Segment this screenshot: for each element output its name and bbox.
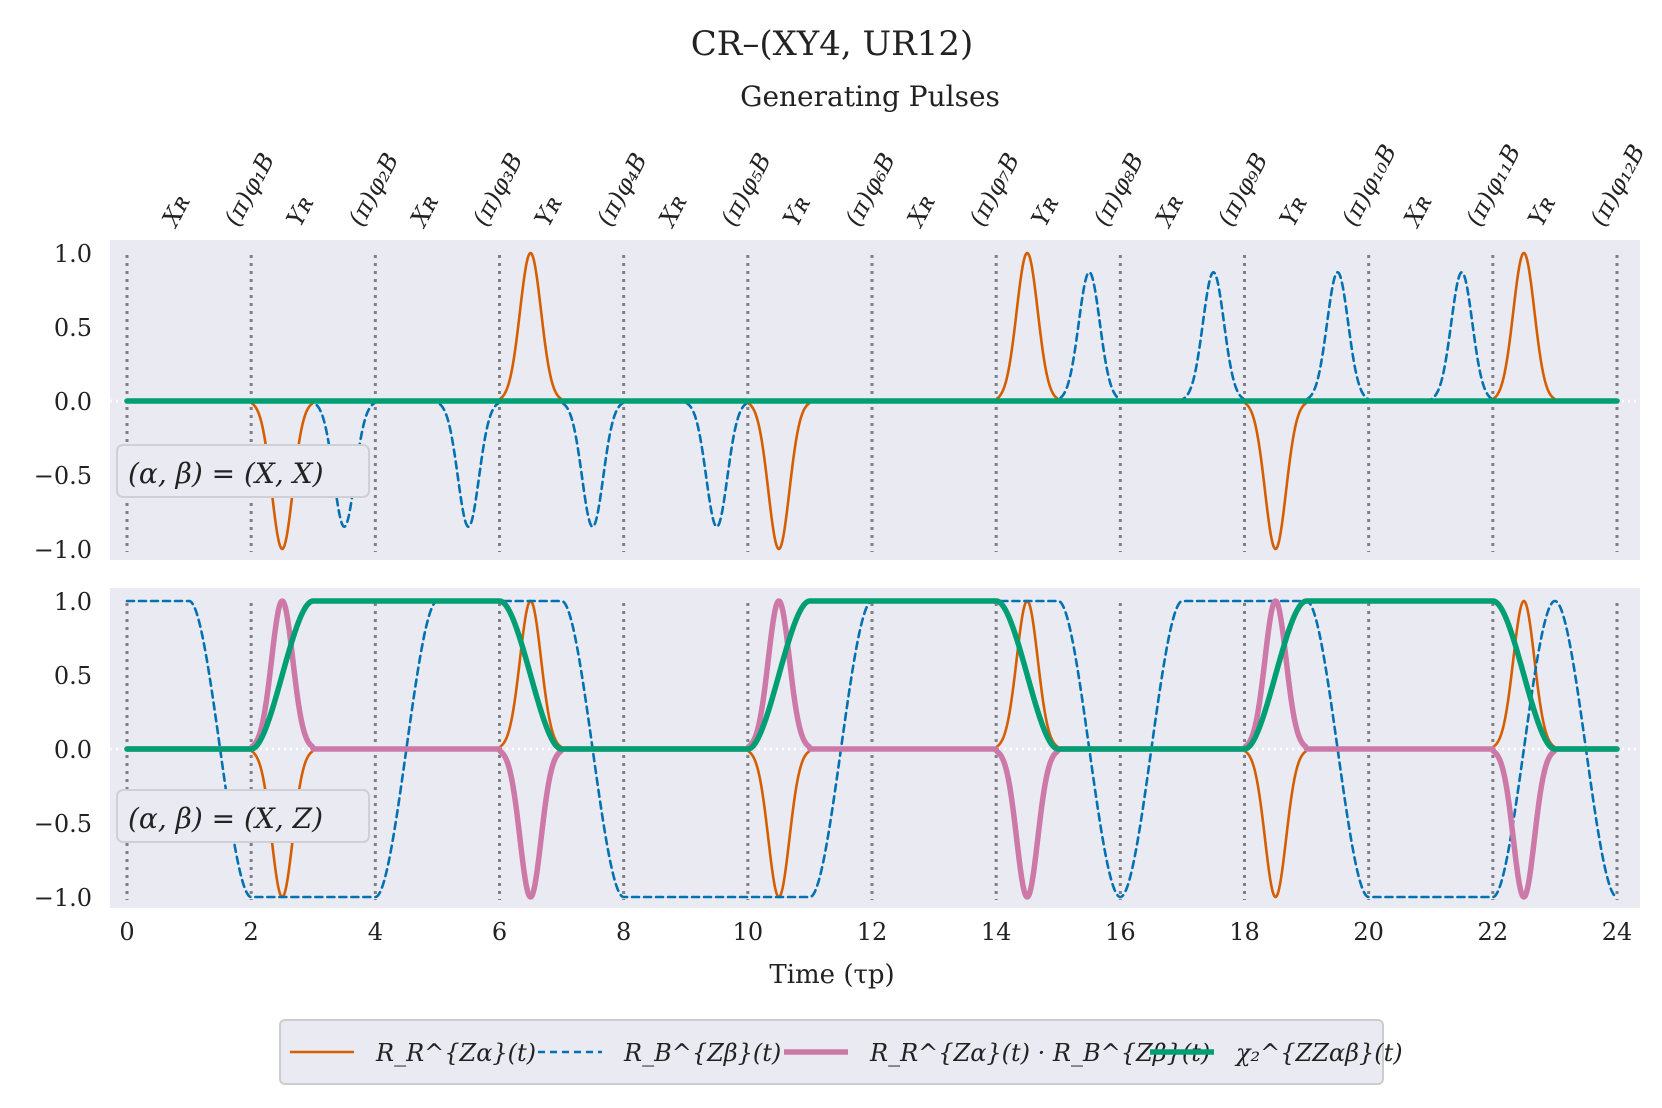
x-tick-label: 2: [244, 918, 259, 946]
legend-entry: R_R^{Zα}(t) · R_B^{Zβ}(t): [784, 1039, 1210, 1067]
panel-1: 1.0 0.5 0.0 −0.5 −1.0 (α, β) = (X, X): [34, 240, 1640, 564]
legend-label: χ₂^{ZZαβ}(t): [1234, 1039, 1403, 1067]
pulse-label: Yʀ: [281, 191, 320, 230]
x-tick-label: 20: [1353, 918, 1384, 946]
pulse-label: (π)φ₁₁B: [1460, 140, 1526, 231]
pulse-label: (π)φ₅B: [715, 148, 777, 231]
chart-subtitle: Generating Pulses: [740, 80, 1000, 113]
x-tick-label: 22: [1478, 918, 1509, 946]
y-tick-label: −0.5: [34, 462, 92, 490]
x-tick-label: 4: [368, 918, 383, 946]
pulse-label: Yʀ: [1274, 191, 1313, 230]
pulse-label: (π)φ₂B: [343, 148, 405, 231]
pulse-label: (π)φ₈B: [1088, 148, 1150, 231]
panel-label: (α, β) = (X, X): [116, 444, 370, 498]
pulse-label: Yʀ: [1522, 191, 1561, 230]
y-tick-label: 0.0: [54, 388, 92, 416]
panel-label-text: (α, β) = (X, Z): [128, 802, 323, 835]
series-line-product: [124, 598, 1620, 900]
x-tick-label: 8: [616, 918, 631, 946]
pulse-label: Xʀ: [156, 190, 196, 232]
pulse-label: Xʀ: [901, 190, 941, 232]
y-tick-label: −0.5: [34, 810, 92, 838]
y-tick-label: −1.0: [34, 884, 92, 912]
x-tick-label: 16: [1105, 918, 1136, 946]
pulse-label: Xʀ: [1397, 190, 1437, 232]
legend-label: R_B^{Zβ}(t): [623, 1039, 781, 1067]
plot-panels: 1.0 0.5 0.0 −0.5 −1.0 (α, β) = (X, X) 1.0 0.5 0.…: [34, 240, 1640, 912]
panel-2: 1.0 0.5 0.0 −0.5 −1.0 (α, β) = (X, Z): [34, 588, 1640, 912]
pulse-labels: Xʀ (π)φ₁B Yʀ (π)φ₂B Xʀ (π)φ₃B Yʀ (π)φ₄B Xʀ (π)φ₅B…: [156, 140, 1651, 233]
chart-title: CR–(XY4, UR12): [691, 24, 974, 64]
pulse-label: (π)φ₇B: [964, 148, 1026, 231]
legend-entry: R_R^{Zα}(t): [290, 1039, 536, 1067]
pulse-label: Xʀ: [652, 190, 692, 232]
pulse-label: (π)φ₁B: [219, 148, 281, 231]
legend-label: R_R^{Zα}(t): [375, 1039, 536, 1067]
x-tick-label: 18: [1229, 918, 1260, 946]
legend: R_R^{Zα}(t) R_B^{Zβ}(t) R_R^{Zα}(t) · R_B^…: [279, 1019, 1403, 1085]
x-tick-label: 6: [492, 918, 507, 946]
y-tick-label: 0.0: [54, 736, 92, 764]
x-tick-label: 12: [857, 918, 888, 946]
x-axis-label: Time (τp): [769, 960, 894, 990]
x-tick-label: 14: [981, 918, 1012, 946]
y-tick-label: 1.0: [54, 588, 92, 616]
y-tick-label: 0.5: [54, 662, 92, 690]
x-tick-label: 24: [1602, 918, 1633, 946]
pulse-label: Xʀ: [404, 190, 444, 232]
pulse-label: Yʀ: [777, 191, 816, 230]
panel-label-text: (α, β) = (X, X): [128, 457, 324, 490]
pulse-label: (π)φ₃B: [467, 148, 529, 231]
pulse-label: Xʀ: [1149, 190, 1189, 232]
x-axis-ticks: 0 2 4 6 8 10 12 14 16 18 20 22 24: [119, 918, 1632, 946]
panel-label-box: [116, 444, 370, 498]
y-tick-label: 1.0: [54, 240, 92, 268]
series-line-chi: [124, 598, 1620, 752]
panel-label-box: [116, 789, 370, 843]
x-tick-label: 10: [733, 918, 764, 946]
pulse-label: Yʀ: [1026, 191, 1065, 230]
pulse-label: (π)φ₁₀B: [1336, 140, 1402, 231]
pulse-label: (π)φ₁₂B: [1585, 140, 1651, 231]
pulse-label: (π)φ₆B: [840, 148, 902, 231]
panel-label: (α, β) = (X, Z): [116, 789, 370, 843]
y-tick-label: −1.0: [34, 536, 92, 564]
legend-entry: χ₂^{ZZαβ}(t): [1150, 1039, 1403, 1067]
y-tick-label: 0.5: [54, 314, 92, 342]
pulse-label: (π)φ₉B: [1212, 148, 1274, 231]
pulse-label: (π)φ₄B: [591, 148, 653, 231]
pulse-label: Yʀ: [529, 191, 568, 230]
legend-entry: R_B^{Zβ}(t): [538, 1039, 781, 1067]
x-tick-label: 0: [119, 918, 134, 946]
